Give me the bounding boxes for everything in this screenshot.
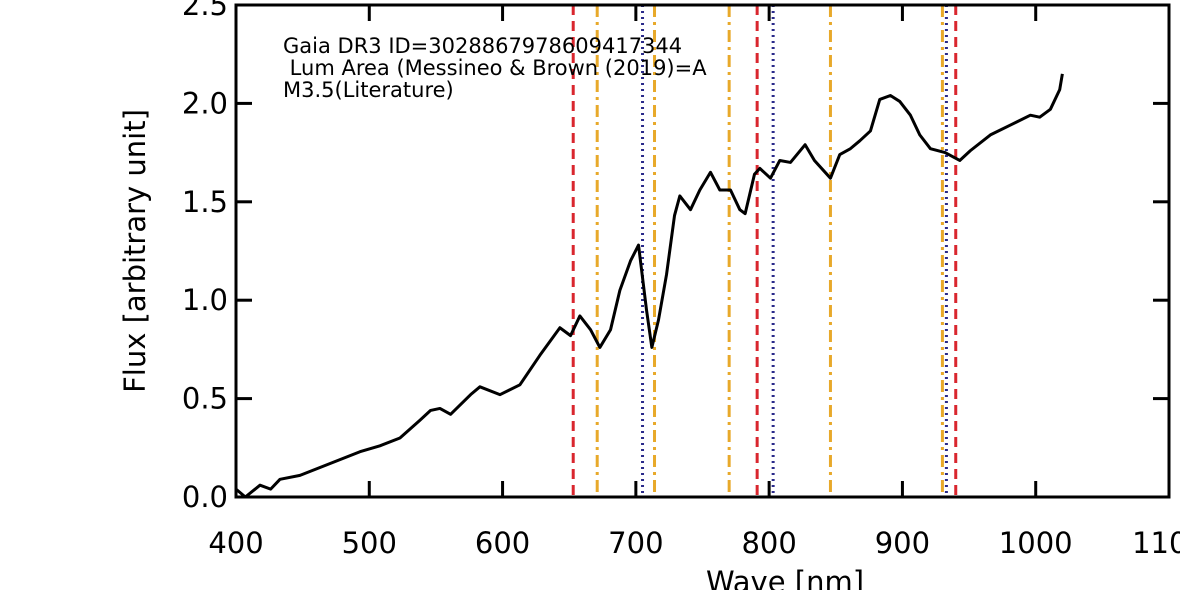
x-tick-label: 400 bbox=[208, 526, 263, 560]
y-tick-label: 0.0 bbox=[182, 480, 228, 514]
y-tick-label: 2.5 bbox=[182, 0, 228, 22]
x-tick-label: 800 bbox=[741, 526, 796, 560]
plot-frame bbox=[234, 3, 1171, 499]
annotation: Gaia DR3 ID=3028867978609417344 bbox=[283, 34, 682, 58]
x-tick-label: 600 bbox=[475, 526, 530, 560]
x-tick-label: 700 bbox=[608, 526, 663, 560]
y-tick-label: 1.0 bbox=[182, 283, 228, 317]
y-tick-label: 0.5 bbox=[182, 382, 228, 416]
annotation: Lum Area (Messineo & Brown (2019)=A bbox=[283, 56, 707, 80]
spectrum-line bbox=[235, 73, 1064, 499]
y-tick-label: 2.0 bbox=[182, 86, 228, 120]
y-axis-label: Flux [arbitrary unit] bbox=[118, 109, 152, 393]
x-tick-label: 1000 bbox=[999, 526, 1073, 560]
x-axis-label: Wave [nm] bbox=[706, 565, 864, 590]
x-tick-label: 900 bbox=[875, 526, 930, 560]
x-tick-label: 500 bbox=[342, 526, 397, 560]
annotation: M3.5(Literature) bbox=[283, 78, 454, 102]
y-tick-label: 1.5 bbox=[182, 185, 228, 219]
